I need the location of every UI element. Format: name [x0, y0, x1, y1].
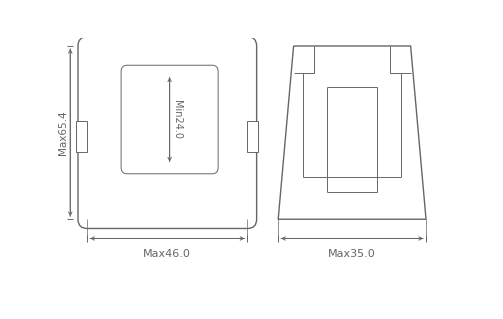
Text: Max46.0: Max46.0	[143, 249, 191, 259]
Text: Max65.4: Max65.4	[58, 110, 68, 155]
Bar	[247, 122, 258, 152]
Bar	[75, 122, 87, 152]
FancyBboxPatch shape	[121, 65, 218, 174]
FancyBboxPatch shape	[78, 37, 257, 228]
Text: Max35.0: Max35.0	[328, 249, 376, 259]
Text: Min24.0: Min24.0	[173, 100, 182, 139]
